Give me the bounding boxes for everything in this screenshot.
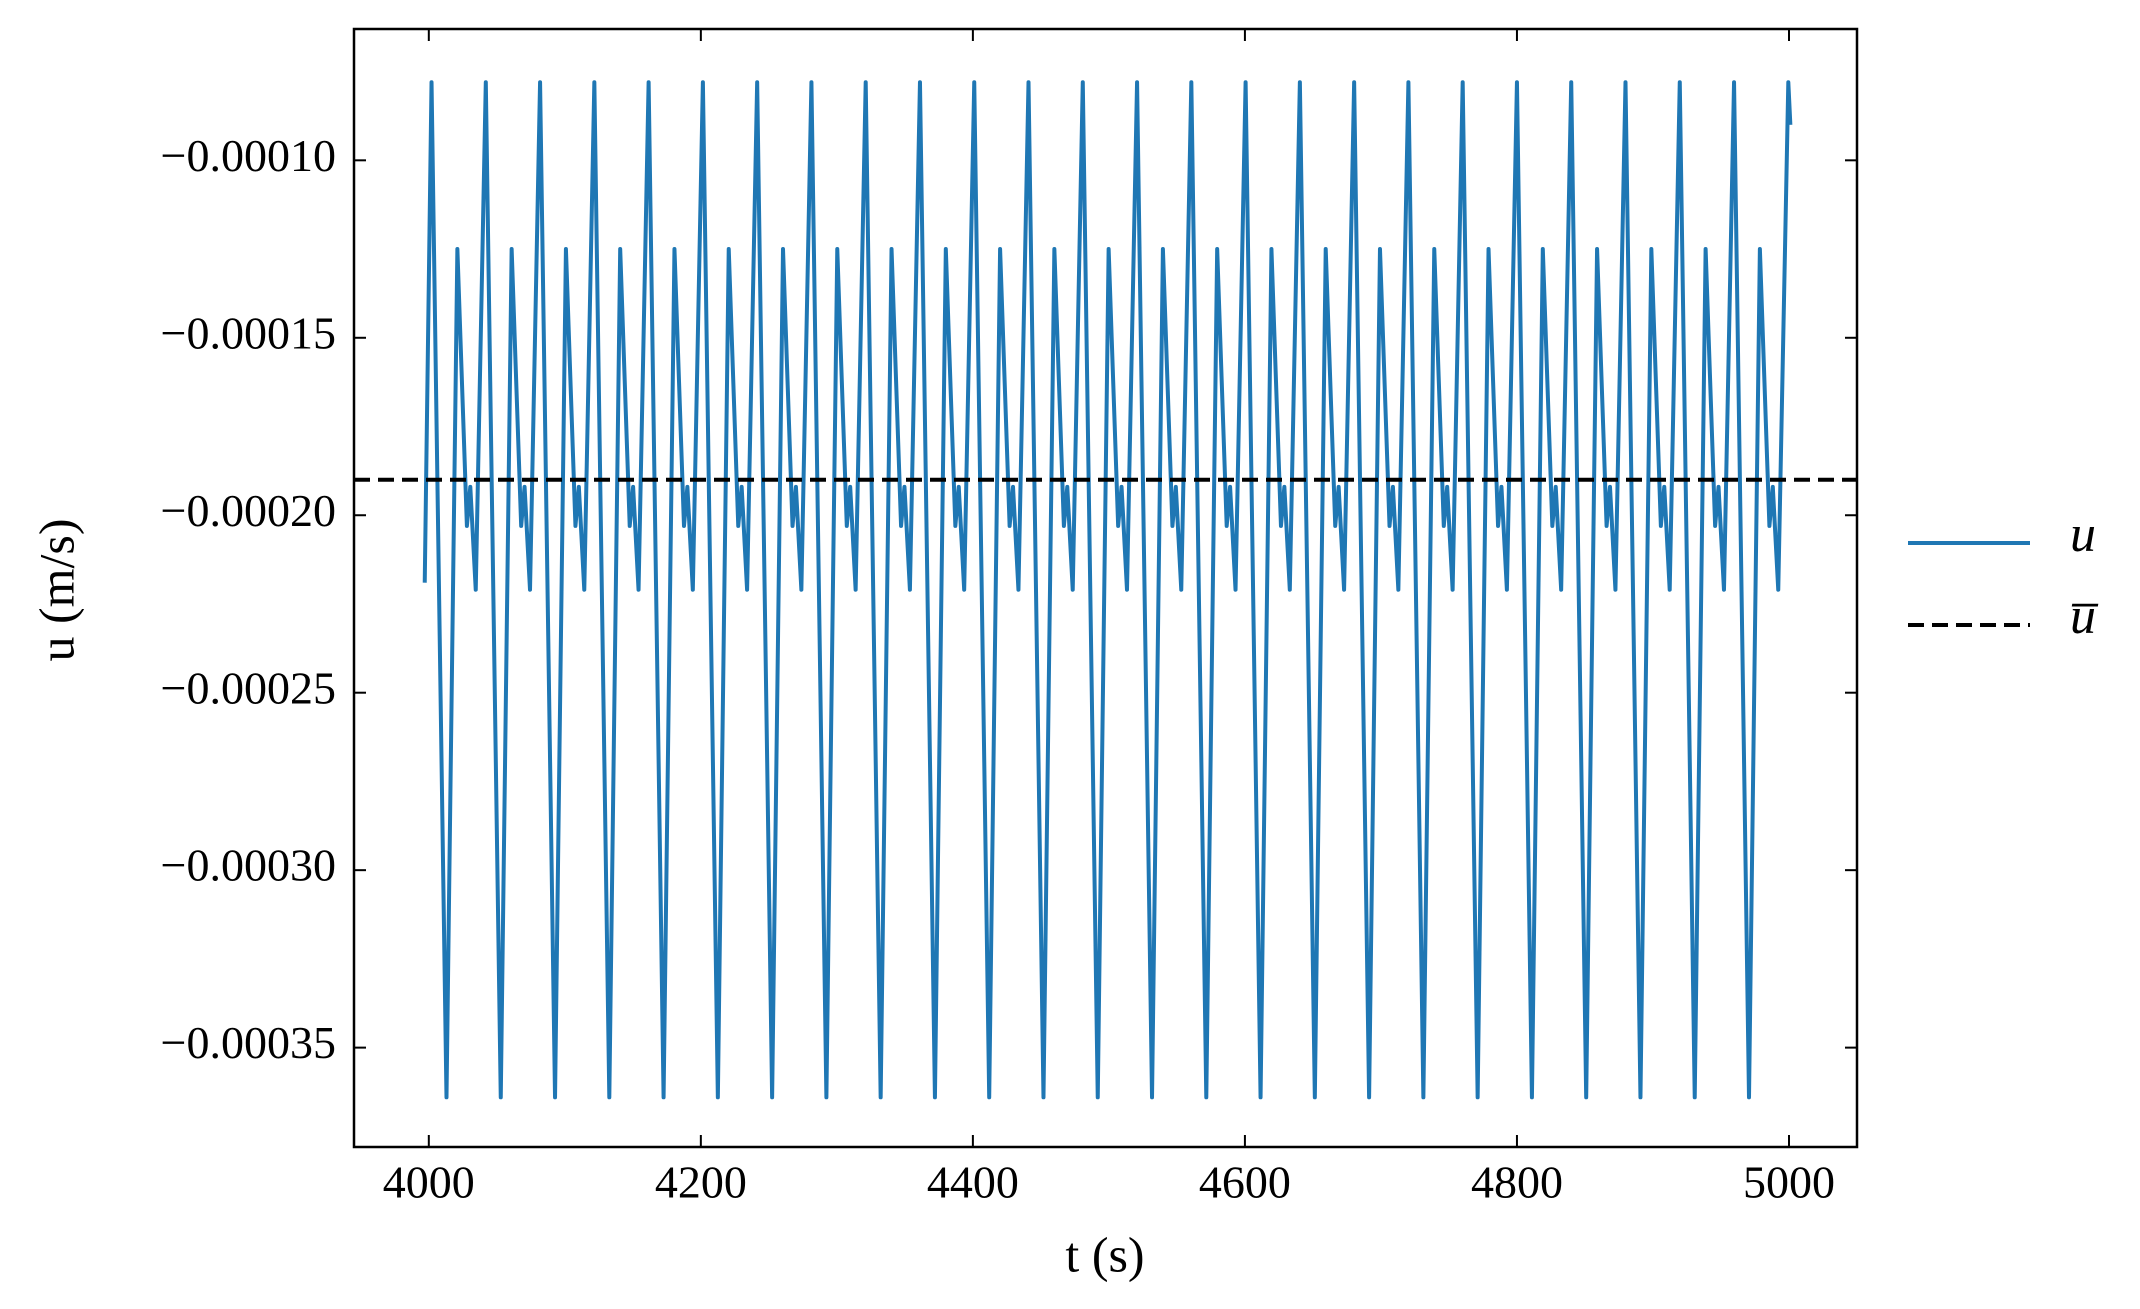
legend-label: u (2070, 506, 2096, 563)
y-tick-label: −0.00010 (161, 130, 336, 181)
y-tick-label: −0.00015 (161, 307, 336, 358)
plot-frame (352, 27, 1859, 1149)
y-tick-label: −0.00035 (161, 1017, 336, 1068)
x-tick-label: 4600 (1199, 1157, 1291, 1208)
x-tick-label: 4400 (927, 1157, 1019, 1208)
y-axis-label: u (m/s) (28, 518, 84, 661)
x-tick-label: 4000 (383, 1157, 475, 1208)
legend-label: u̅ (2070, 588, 2098, 645)
y-tick-label: −0.00025 (161, 662, 336, 713)
x-tick-label: 5000 (1743, 1157, 1835, 1208)
x-axis-label: t (s) (1065, 1226, 1144, 1282)
x-tick-label: 4800 (1471, 1157, 1563, 1208)
x-tick-label: 4200 (655, 1157, 747, 1208)
y-tick-label: −0.00020 (161, 485, 336, 536)
y-tick-label: −0.00030 (161, 840, 336, 891)
series-line (422, 80, 1793, 1100)
